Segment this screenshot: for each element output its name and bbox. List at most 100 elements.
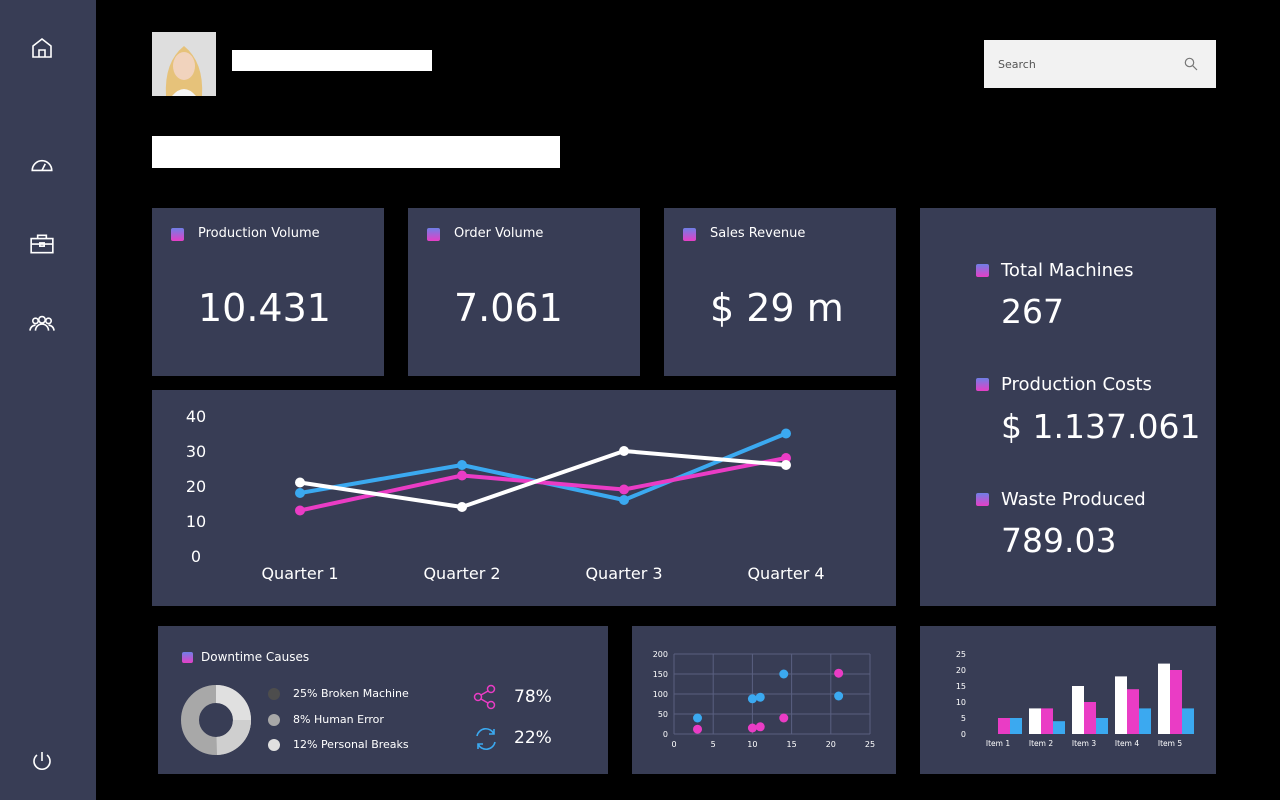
y-tick-label: 150 [653,670,668,679]
y-tick-label: 20 [186,477,206,496]
x-tick-label: Item 4 [1115,739,1139,748]
data-point [457,470,467,481]
line-chart-card: 0 10 20 30 40 Quarter 1 Quarter 2 Quarter 3 Quar… [152,390,896,606]
data-point [779,669,789,679]
bullet-square [182,652,193,663]
bullet-square [976,378,989,391]
data-point [834,668,844,678]
data-point [295,477,305,488]
y-tick-label: 200 [653,650,668,659]
avatar[interactable] [152,32,216,96]
kpi-card-order-volume: Order Volume 7.061 [408,208,640,376]
x-tick-label: Item 1 [986,739,1010,748]
data-point [755,722,765,732]
bar-chart: 0 5 10 15 20 25 Item 1 Item 2 Item 3 Item 4 Item 5 [956,650,1194,748]
power-icon[interactable] [28,747,56,775]
data-point [755,692,765,702]
data-point [295,488,305,498]
data-point [693,724,703,734]
metric-value: 22% [514,728,552,748]
bar [1053,721,1065,734]
sidebar [0,0,96,800]
y-tick-label: 15 [956,682,966,691]
stat-value: $ 1.137.061 [1001,407,1201,446]
legend-label: 25% Broken Machine [293,687,409,700]
bullet-square [171,228,184,241]
page-title-redacted [152,136,560,168]
x-tick-label: 10 [747,740,757,749]
kpi-title: Production Volume [198,226,320,241]
x-tick-label: Quarter 3 [585,564,662,583]
bar [1072,686,1084,734]
bar-chart-card: 0 5 10 15 20 25 Item 1 Item 2 Item 3 Item 4 Item 5 [920,626,1216,774]
legend-label: 8% Human Error [293,713,384,726]
bar [998,718,1010,734]
x-tick-label: 25 [865,740,875,749]
bar [1041,708,1053,734]
y-tick-label: 40 [186,407,206,426]
search-box [984,40,1216,88]
bar [1029,708,1041,734]
metric-value: 78% [514,687,552,707]
legend-dot [268,688,280,700]
users-icon[interactable] [28,309,56,337]
data-point [457,460,467,470]
search-icon[interactable] [1184,56,1198,75]
bar [1010,718,1022,734]
bullet-square [427,228,440,241]
dashboard-gauge-icon[interactable] [28,151,56,179]
home-icon[interactable] [28,34,56,62]
y-tick-label: 100 [653,690,668,699]
series-line [299,456,787,513]
scatter-chart-card: 0 50 100 150 200 0 5 10 15 20 25 [632,626,896,774]
bar [1115,676,1127,734]
kpi-title: Order Volume [454,226,544,241]
stat-title: Production Costs [1001,374,1152,395]
y-tick-label: 20 [956,666,966,675]
bar [1127,689,1139,734]
kpi-value: 7.061 [454,286,563,330]
stats-card: Total Machines 267 Production Costs $ 1.… [920,208,1216,606]
data-point [781,453,791,463]
x-tick-label: Quarter 1 [261,564,338,583]
kpi-value: 10.431 [198,286,331,330]
stat-value: 267 [1001,292,1064,331]
scatter-chart: 0 50 100 150 200 0 5 10 15 20 25 [653,650,875,749]
y-tick-label: 0 [191,547,201,566]
y-tick-label: 0 [663,730,668,739]
share-icon [472,684,498,714]
bar [1096,718,1108,734]
data-point [693,713,703,723]
briefcase-icon[interactable] [28,230,56,258]
x-tick-label: 0 [671,740,676,749]
kpi-title: Sales Revenue [710,226,806,241]
bullet-square [683,228,696,241]
refresh-icon [472,726,500,756]
user-name-redacted [232,50,432,71]
x-tick-label: 20 [826,740,836,749]
data-point [747,694,757,704]
legend-dot [268,714,280,726]
downtime-card: Downtime Causes 25% Broken Machine 8% Hu… [158,626,608,774]
y-tick-label: 50 [658,710,668,719]
x-tick-label: Quarter 4 [747,564,824,583]
data-point [619,446,629,456]
bar [1139,708,1151,734]
data-point [781,460,791,470]
series-line [299,449,787,509]
search-input[interactable] [998,52,1168,76]
data-point [747,723,757,733]
x-tick-label: 15 [787,740,797,749]
y-tick-label: 10 [956,698,966,707]
data-point [619,484,629,495]
downtime-title: Downtime Causes [201,650,310,664]
series-line [299,431,787,502]
bar [1158,663,1170,734]
y-tick-label: 5 [961,714,966,723]
x-tick-label: 5 [711,740,716,749]
kpi-card-sales-revenue: Sales Revenue $ 29 m [664,208,896,376]
line-chart: 0 10 20 30 40 Quarter 1 Quarter 2 Quarter 3 Quar… [186,407,825,583]
data-point [834,691,844,701]
stat-title: Total Machines [1001,260,1134,281]
bar [1084,702,1096,734]
